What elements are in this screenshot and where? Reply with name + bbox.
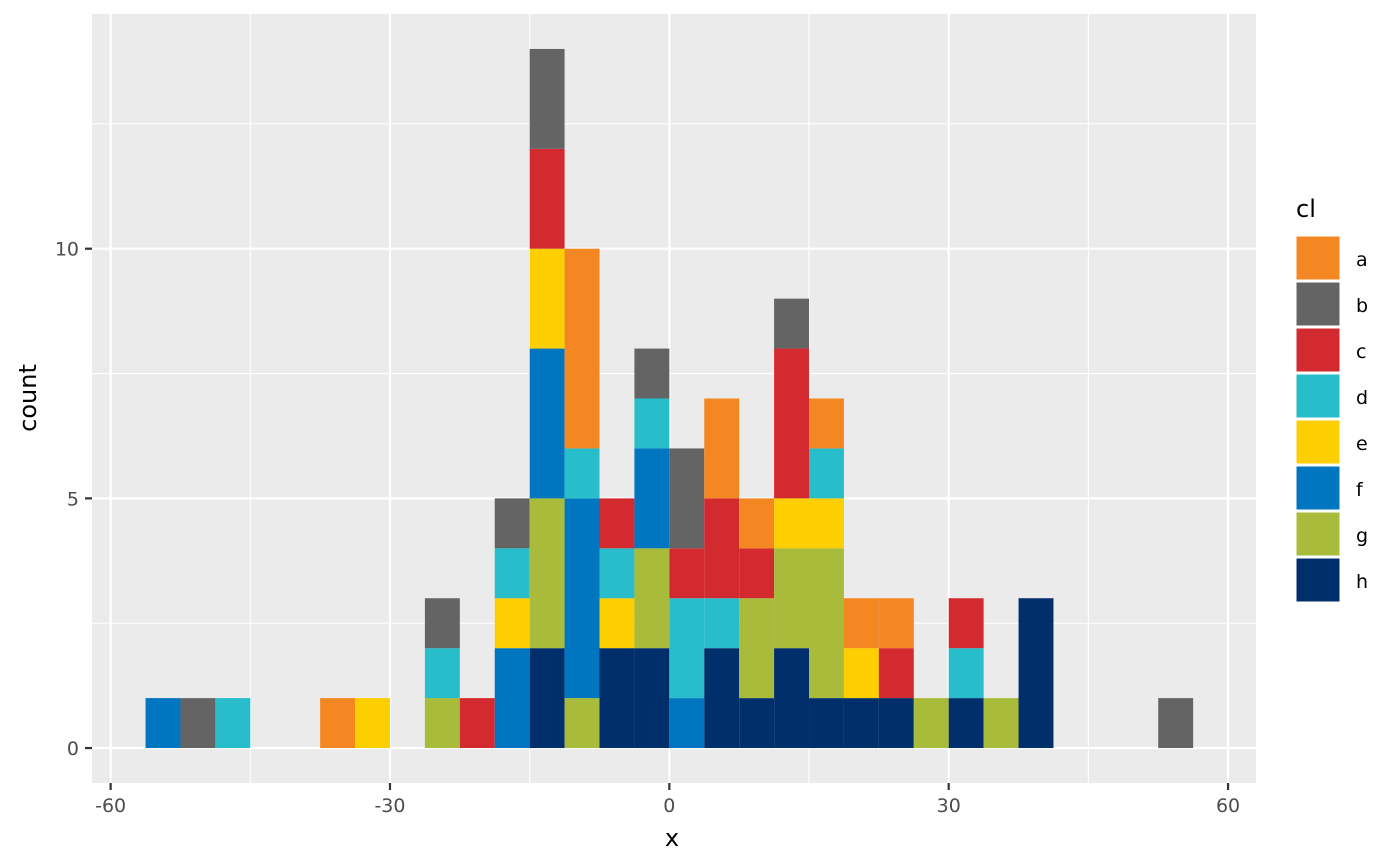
bar-segment-b [180,698,216,749]
bar-segment-d [704,598,740,649]
bar-segment-e [843,648,879,699]
bar-segment-b [1158,698,1194,749]
bar-segment-d [809,448,844,499]
bar-segment-d [669,598,705,699]
legend: cl a b c d e f g h [1295,195,1368,603]
x-tick-label: 60 [1216,795,1240,817]
legend-label-d: d [1356,387,1368,409]
bar-segment-f [529,348,565,499]
bar-segment-e [494,598,530,649]
bar-segment-c [774,348,810,499]
bar-segment-h [948,698,984,749]
bar-segment-f [494,648,530,749]
bar-segment-c [948,598,984,649]
bar-segment-e [599,598,635,649]
legend-label-c: c [1356,341,1366,363]
bar-segment-e [355,698,390,749]
legend-key-f [1295,465,1341,511]
y-tick-label: 0 [67,738,79,760]
bar-segment-a [843,598,879,649]
x-axis-title: x [665,824,679,852]
bar-segment-h [1018,598,1054,749]
bar-segment-e [774,498,810,549]
bar-segment-b [669,448,705,549]
legend-label-f: f [1356,479,1364,501]
x-tick-label: 30 [937,795,961,817]
bar-segment-c [739,548,775,599]
bar-segment-h [739,698,775,749]
bar-segment-f [564,498,600,699]
x-tick-label: 0 [663,795,675,817]
bar-segment-b [424,598,460,649]
bar-segment-g [983,698,1019,749]
bar-segment-g [809,548,844,699]
legend-label-e: e [1356,433,1368,455]
bar-segment-c [704,498,740,599]
bar-segment-e [529,248,565,349]
bar-segment-a [809,398,844,449]
bar-segment-g [564,698,600,749]
bar-segment-h [878,698,914,749]
bar-segment-g [529,498,565,649]
bar-segment-b [494,498,530,549]
bar-segment-c [529,148,565,249]
legend-title: cl [1296,195,1316,223]
bar-segment-a [704,398,740,499]
bar-segment-h [843,698,879,749]
bar-segment-h [529,648,565,749]
bar-segment-a [739,498,775,549]
legend-key-a [1295,235,1341,281]
x-tick-label: -60 [95,795,126,817]
legend-key-e [1295,419,1341,465]
legend-label-h: h [1356,571,1368,593]
bar-segment-b [774,298,810,349]
bar-segment-d [564,448,600,499]
legend-label-a: a [1356,249,1368,271]
bar-segment-c [459,698,495,749]
legend-key-g [1295,511,1341,557]
bar-segment-d [634,398,670,449]
histogram-bars [145,48,1194,749]
x-tick-label: -30 [374,795,405,817]
bar-segment-b [529,48,565,149]
bar-segment-h [599,648,635,749]
bar-segment-f [669,698,705,749]
legend-label-b: b [1356,295,1368,317]
bar-segment-d [215,698,251,749]
bar-segment-g [424,698,460,749]
bar-segment-h [774,648,810,749]
y-axis: 0 5 10 [55,239,92,760]
bar-segment-f [634,448,670,549]
bar-segment-e [809,498,844,549]
bar-segment-h [704,648,740,749]
x-axis: -60 -30 0 30 60 [95,783,1240,817]
legend-label-g: g [1356,525,1368,547]
bar-segment-d [948,648,984,699]
bar-segment-g [739,598,775,699]
legend-key-d [1295,373,1341,419]
bar-segment-b [634,348,670,399]
legend-key-h [1295,557,1341,603]
bar-segment-g [634,548,670,649]
y-axis-title: count [14,364,42,432]
y-tick-label: 10 [55,239,79,261]
legend-key-c [1295,327,1341,373]
bar-segment-d [599,548,635,599]
bar-segment-a [320,698,356,749]
bar-segment-g [913,698,949,749]
bar-segment-g [774,548,810,649]
bar-segment-d [424,648,460,699]
legend-key-b [1295,281,1341,327]
bar-segment-h [634,648,670,749]
bar-segment-c [599,498,635,549]
bar-segment-f [145,698,181,749]
bar-segment-h [809,698,844,749]
bar-segment-a [564,248,600,449]
bar-segment-c [669,548,705,599]
bar-segment-a [878,598,914,649]
bar-segment-d [494,548,530,599]
y-tick-label: 5 [67,488,79,510]
bar-segment-c [878,648,914,699]
